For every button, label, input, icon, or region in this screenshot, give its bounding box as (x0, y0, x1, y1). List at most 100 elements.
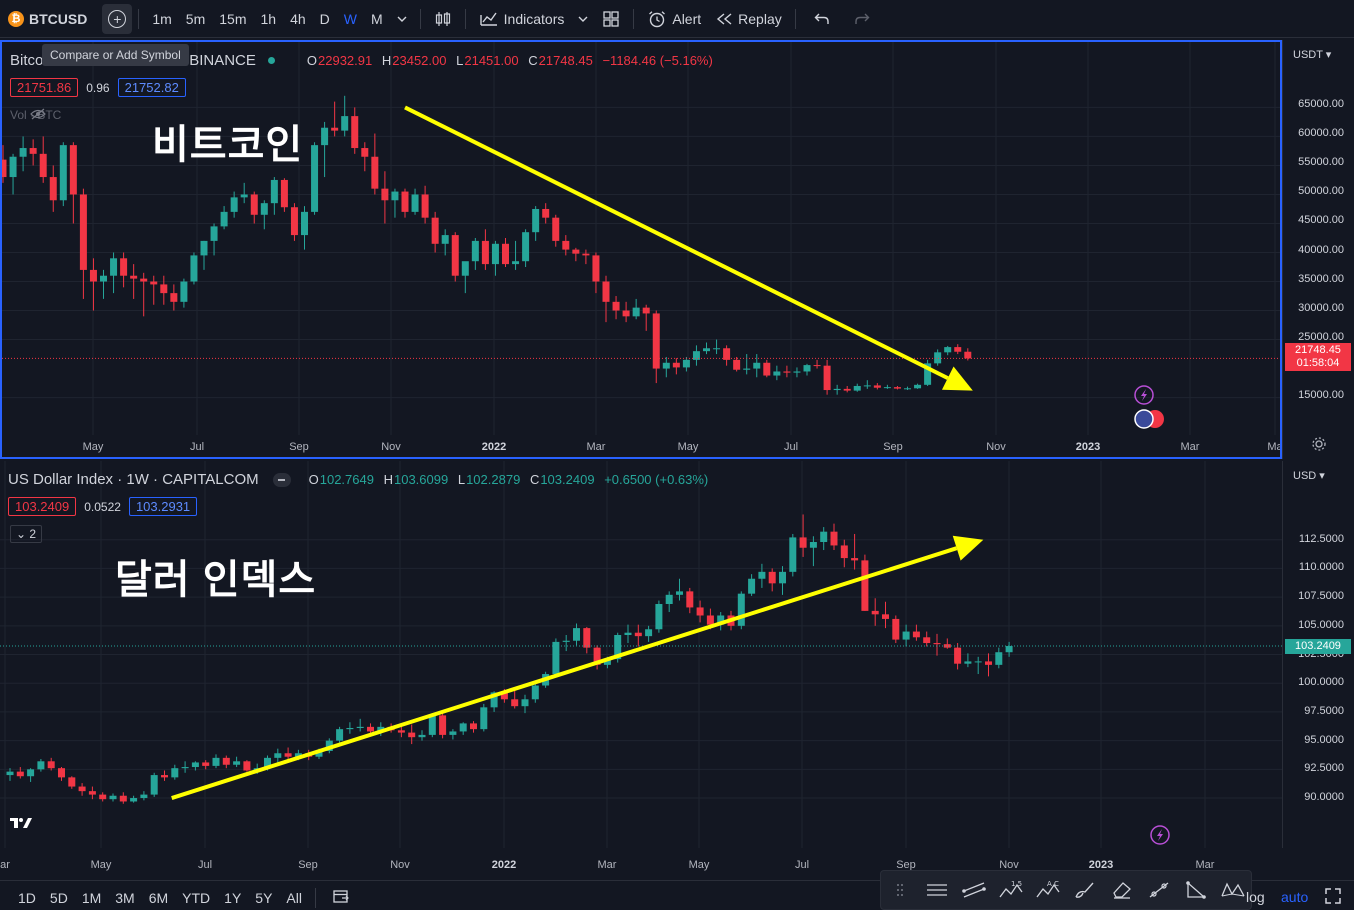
bitcoin-chart-pane[interactable]: Bitcoin / U.S. Dollar · 1W · BINANCE O22… (0, 40, 1282, 459)
lightning-event-icon[interactable] (1134, 385, 1154, 405)
volume-indicator-label[interactable]: Vol · BTC (10, 108, 62, 122)
brush-tool-icon[interactable] (1072, 879, 1098, 901)
undo-button[interactable] (802, 0, 842, 38)
indicators-dropdown-button[interactable] (571, 0, 595, 38)
timeframe-dropdown-button[interactable] (390, 0, 414, 38)
eraser-tool-icon[interactable] (1109, 879, 1135, 901)
symbol-search-button[interactable]: ₿ BTCUSD (0, 0, 94, 38)
candle-body (923, 637, 931, 644)
dollar-index-date-labels[interactable]: ar May Jul Sep Nov 2022 Mar May Jul Sep Nov 2023 Mar (0, 853, 1282, 879)
candle-body (713, 348, 721, 350)
elliott-wave-tool-icon[interactable]: 1 5 (998, 879, 1024, 901)
range-ytd[interactable]: YTD (182, 889, 211, 906)
candle-body (431, 217, 439, 244)
trend-arrow-head[interactable] (941, 366, 973, 391)
timeframe-M[interactable]: M (370, 10, 383, 27)
candle-body (686, 591, 694, 608)
range-3m[interactable]: 3M (115, 889, 135, 906)
remove-series-button[interactable] (272, 472, 291, 487)
compare-add-symbol-button[interactable]: + (102, 3, 133, 34)
lightning-event-icon[interactable] (1150, 825, 1170, 845)
dollar-index-chart-pane[interactable]: US Dollar Index · 1W · CAPITALCOM O102.7… (0, 461, 1282, 848)
trend-arrow-line[interactable] (404, 105, 949, 380)
timeframe-5m[interactable]: 5m (185, 10, 206, 27)
timeframe-1h[interactable]: 1h (260, 10, 277, 27)
candle-body (170, 293, 178, 302)
dollar-index-spread: 0.0522 (84, 499, 121, 514)
candle-body (823, 365, 831, 391)
auto-scale-button[interactable]: auto (1281, 889, 1309, 905)
tradingview-logo[interactable] (9, 816, 39, 838)
abcd-pattern-tool-icon[interactable]: A C (1035, 879, 1061, 901)
trend-arrow-head[interactable] (952, 535, 984, 561)
bitcoin-buy-price[interactable]: 21752.82 (117, 78, 186, 97)
bitcoin-currency-unit[interactable]: USDT ▾ (1293, 49, 1332, 61)
horizontal-lines-tool-icon[interactable] (924, 879, 950, 901)
candle-body (341, 116, 349, 131)
redo-button[interactable] (842, 0, 882, 38)
range-6m[interactable]: 6M (148, 889, 169, 906)
candle-body (809, 542, 817, 548)
timeframe-1m[interactable]: 1m (152, 10, 172, 27)
timeframe-15m[interactable]: 15m (219, 10, 247, 27)
eye-hidden-icon[interactable] (30, 108, 46, 120)
parallel-channel-tool-icon[interactable] (961, 879, 987, 901)
candle-body (222, 757, 230, 765)
candle-body (703, 348, 710, 352)
candle-body (439, 715, 447, 735)
toolbar-divider (314, 887, 316, 908)
timeframe-W[interactable]: W (343, 10, 357, 27)
candle-body (290, 207, 298, 236)
market-status-dot (267, 57, 275, 64)
xabcd-pattern-tool-icon[interactable] (1220, 879, 1246, 901)
collapse-indicators-button[interactable]: ⌄ 2 (10, 525, 43, 543)
range-1d[interactable]: 1D (18, 889, 36, 906)
candle-body (743, 368, 751, 370)
trend-line-tool-icon[interactable] (1146, 879, 1172, 901)
triangle-pattern-tool-icon[interactable] (1183, 879, 1209, 901)
us-flag-event-icon[interactable] (1134, 409, 1154, 429)
candle-body (964, 351, 972, 359)
trend-arrow-line[interactable] (171, 546, 958, 800)
range-1m[interactable]: 1M (81, 889, 102, 906)
layouts-button[interactable] (595, 0, 627, 38)
dollar-index-price-axis[interactable]: USD ▾ 112.5000 110.0000 107.5000 105.0000 10… (1282, 461, 1354, 848)
range-all[interactable]: All (286, 889, 302, 906)
candle-body (904, 388, 911, 390)
dollar-index-sell-price[interactable]: 103.2409 (8, 497, 77, 516)
time-tick-label: Jul (197, 859, 213, 871)
candle-body (562, 240, 570, 250)
timeframe-4h[interactable]: 4h (290, 10, 306, 27)
replay-button[interactable]: Replay (708, 0, 789, 38)
alert-button[interactable]: Alert (640, 0, 708, 38)
range-5y[interactable]: 5Y (255, 889, 273, 906)
price-tick-label: 92.5000 (1304, 762, 1344, 775)
candle-body (243, 761, 251, 771)
drag-handle-icon[interactable] (887, 879, 913, 901)
bitcoin-time-axis[interactable]: May Jul Sep Nov 2022 Mar May Jul Sep Nov 2023 Mar Ma (2, 435, 1280, 457)
indicators-button[interactable]: Indicators (472, 0, 572, 38)
chart-type-button[interactable] (427, 0, 459, 38)
dollar-index-candles-svg[interactable] (0, 461, 1282, 848)
time-tick-label: 2022 (481, 441, 507, 453)
settings-gear-icon[interactable] (1311, 436, 1327, 455)
candle-body (612, 301, 620, 311)
dollar-index-series-title[interactable]: US Dollar Index · 1W · CAPITALCOM (8, 471, 259, 488)
fullscreen-button[interactable] (1324, 887, 1342, 908)
candle-body (614, 635, 622, 660)
range-1y[interactable]: 1Y (224, 889, 242, 906)
candle-body (843, 388, 851, 391)
bitcoin-candles-svg[interactable] (2, 42, 1280, 457)
dollar-index-buy-price[interactable]: 103.2931 (128, 497, 198, 516)
range-5d[interactable]: 5D (49, 889, 68, 906)
candle-body (634, 632, 642, 637)
timeframe-D[interactable]: D (319, 10, 330, 27)
bitcoin-price-axis[interactable]: USDT ▾ 65000.00 60000.00 55000.00 50000.00 4… (1282, 40, 1354, 459)
candle-body (481, 240, 489, 265)
goto-date-button[interactable] (332, 888, 350, 907)
bitcoin-sell-price[interactable]: 21751.86 (10, 78, 79, 97)
grid-layout-icon (603, 10, 620, 27)
candle-body (583, 628, 591, 648)
dollar-index-currency-unit[interactable]: USD ▾ (1293, 470, 1325, 482)
log-scale-button[interactable]: log (1246, 889, 1265, 905)
